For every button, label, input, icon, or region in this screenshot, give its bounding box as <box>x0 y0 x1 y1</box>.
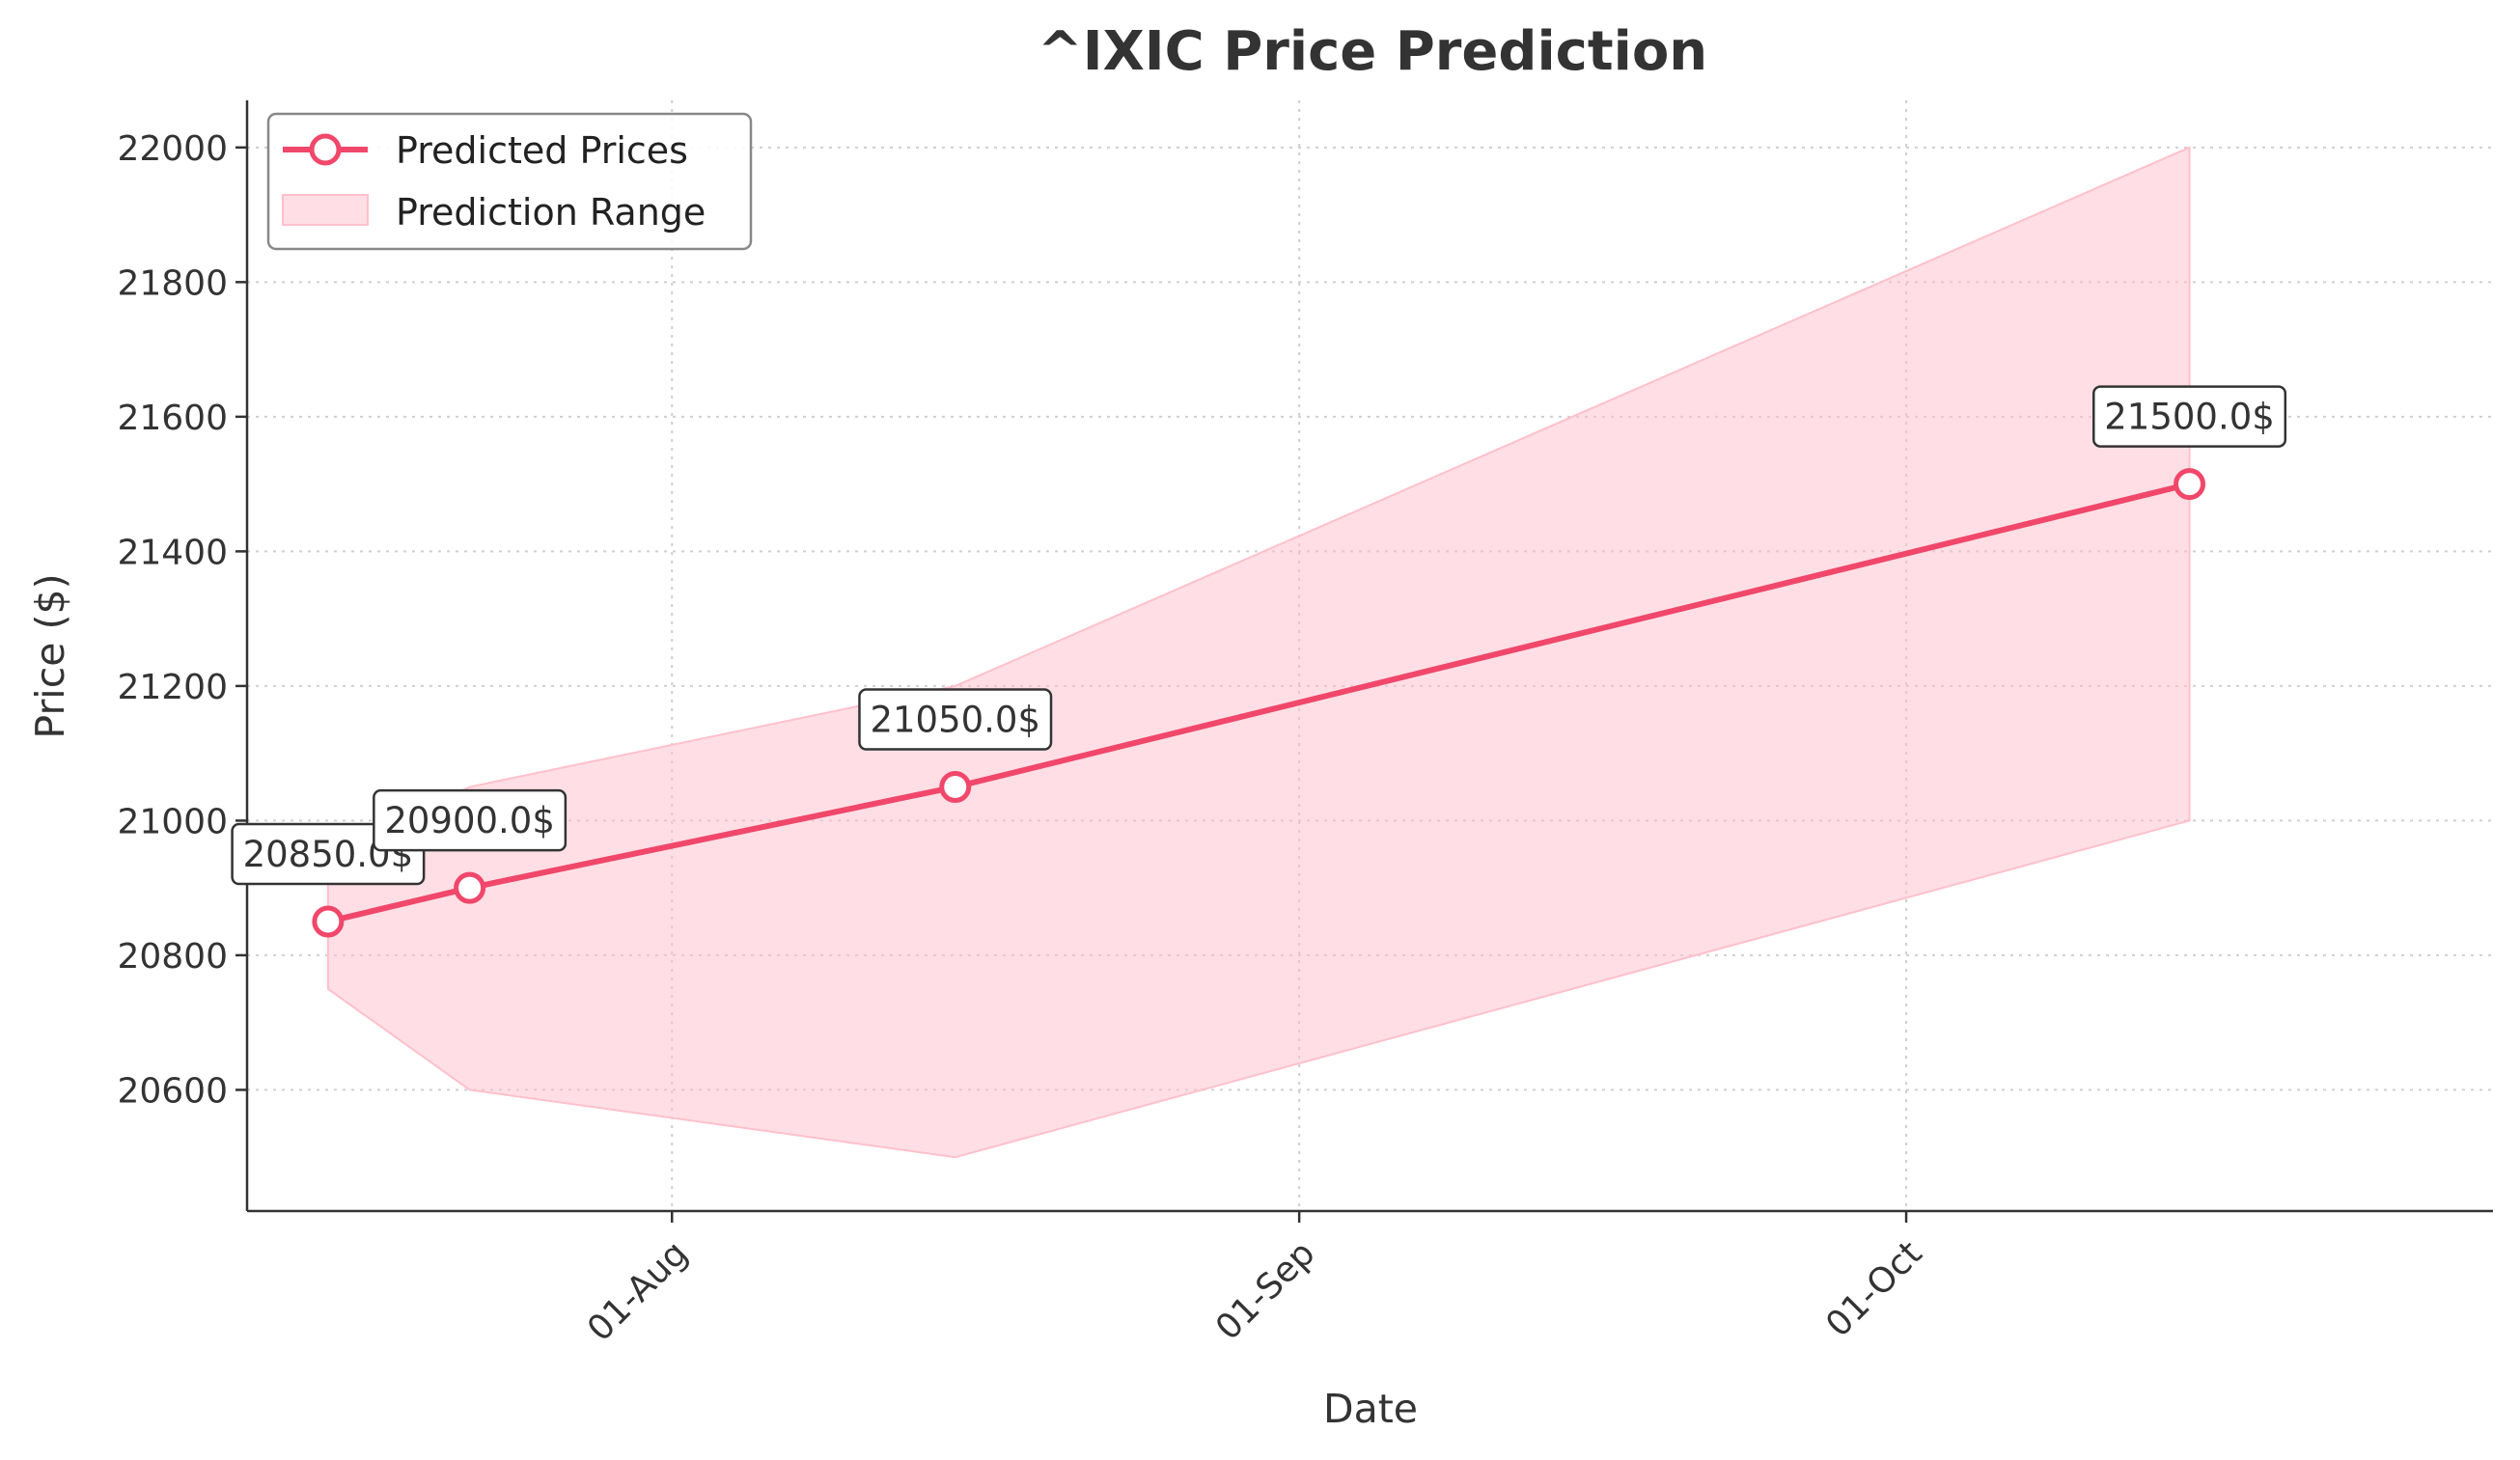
axes <box>245 100 2493 1213</box>
predicted-prices-line <box>327 481 2191 924</box>
data-label: 20900.0$ <box>373 788 568 852</box>
data-label-text: 21500.0$ <box>2104 397 2275 438</box>
y-tick-label: 21200 <box>117 668 228 707</box>
data-label-box <box>858 688 1053 751</box>
legend-marker-swatch <box>309 133 342 166</box>
y-axis-label: Price ($) <box>27 573 73 738</box>
predicted-price-point <box>312 905 345 938</box>
y-tick-label: 21400 <box>117 533 228 572</box>
y-tick-label: 22000 <box>117 129 228 169</box>
y-tick-label: 20800 <box>117 937 228 977</box>
data-label-box <box>373 788 568 852</box>
y-tick-label: 21000 <box>117 802 228 841</box>
legend-label-prediction-range: Prediction Range <box>396 191 706 234</box>
data-label-text: 20900.0$ <box>384 800 555 841</box>
legend-frame <box>266 112 753 251</box>
legend-range-swatch <box>282 194 369 226</box>
data-label: 21050.0$ <box>858 688 1053 751</box>
data-labels: 20850.0$20900.0$21050.0$21500.0$ <box>231 385 2287 886</box>
prediction-range-area <box>326 146 2191 1159</box>
predicted-price-point <box>454 871 486 904</box>
x-axis-label: Date <box>1323 1386 1418 1432</box>
y-tick-label: 21600 <box>117 399 228 438</box>
predicted-price-point <box>2174 468 2206 501</box>
x-tick-label: 01-Oct <box>1818 1233 1929 1344</box>
y-tick-label: 21800 <box>117 263 228 303</box>
y-tick-label: 20600 <box>117 1071 228 1111</box>
data-label: 21500.0$ <box>2092 385 2287 448</box>
predicted-price-point <box>939 771 972 804</box>
data-label-box <box>2092 385 2287 448</box>
chart-title: ^IXIC Price Prediction <box>1038 20 1707 83</box>
x-tick-label: 01-Aug <box>580 1233 696 1349</box>
legend: Predicted Prices Prediction Range <box>266 112 753 251</box>
data-label-text: 21050.0$ <box>870 700 1040 741</box>
x-tick-label: 01-Sep <box>1208 1233 1323 1348</box>
prediction-range-band <box>326 146 2191 1159</box>
predicted-prices-series <box>312 468 2206 938</box>
legend-label-predicted-prices: Predicted Prices <box>396 129 688 172</box>
